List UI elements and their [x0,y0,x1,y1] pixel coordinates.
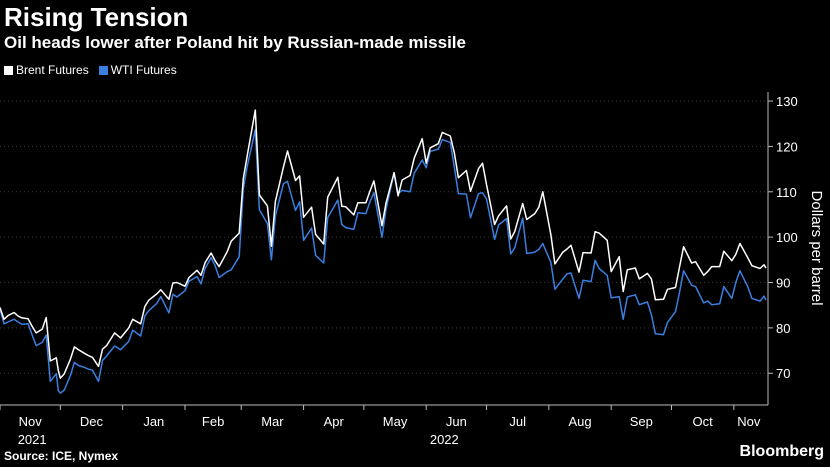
chart-subtitle: Oil heads lower after Poland hit by Russ… [4,33,466,52]
x-tick-label-feb-3: Feb [202,414,224,429]
legend: Brent Futures WTI Futures [4,63,177,77]
y-tick-label-120: 120 [776,139,798,154]
x-year-label-2022: 2022 [430,432,459,447]
x-tick-label-nov-12: Nov [737,414,761,429]
source-note: Source: ICE, Nymex [4,449,119,463]
y-tick-label-90: 90 [776,276,790,291]
x-tick-label-mar-4: Mar [261,414,284,429]
legend-item-brent: Brent Futures [4,63,89,77]
x-tick-label-nov-0: Nov [19,414,43,429]
y-axis-title: Dollars per barrel [808,190,825,305]
y-tick-label-130: 130 [776,94,798,109]
x-tick-label-jan-2: Jan [143,414,164,429]
y-tick-label-100: 100 [776,230,798,245]
legend-swatch-brent [4,65,13,75]
y-tick-label-110: 110 [776,185,797,200]
x-tick-label-jun-7: Jun [446,414,467,429]
legend-label-brent: Brent Futures [16,63,89,77]
grid-lines [0,100,768,374]
series-line-wti [0,128,767,394]
x-tick-label-jul-8: Jul [509,414,526,429]
x-tick-label-oct-11: Oct [693,414,714,429]
x-tick-label-sep-10: Sep [630,414,653,429]
x-tick-label-may-6: May [383,414,408,429]
x-tick-label-apr-5: Apr [324,414,345,429]
legend-item-wti: WTI Futures [98,63,177,77]
plot-area [0,109,767,394]
y-tick-label-70: 70 [776,366,790,381]
x-tick-label-dec-1: Dec [80,414,104,429]
x-tick-label-aug-9: Aug [568,414,591,429]
legend-label-wti: WTI Futures [110,63,177,77]
x-axis: Nov Dec Jan Feb Mar Apr May Jun Jul Aug Sep Oct Nov 2… [0,404,768,447]
bloomberg-logo: Bloomberg [739,443,824,460]
y-axis: 70 80 90 100 110 120 130 [767,92,798,405]
y-tick-label-80: 80 [776,321,790,336]
series-line-brent [0,109,767,379]
x-year-label-2021: 2021 [18,432,47,447]
chart-title: Rising Tension [4,2,189,32]
legend-swatch-wti [98,65,108,75]
